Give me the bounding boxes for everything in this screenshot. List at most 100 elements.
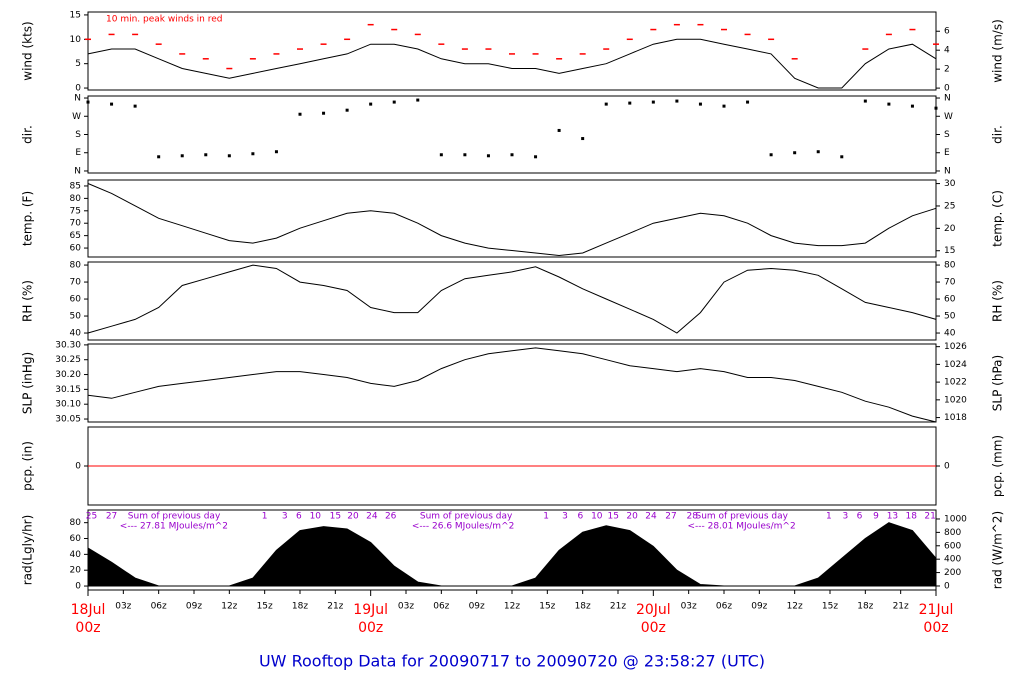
hour-label: 25 — [86, 512, 97, 522]
hour-label: 15 — [330, 512, 341, 522]
y-tick-label: 30.30 — [55, 340, 81, 350]
data-point — [626, 38, 633, 41]
data-point — [108, 33, 115, 36]
data-point — [369, 102, 373, 106]
data-point — [746, 100, 750, 104]
data-point — [933, 43, 939, 45]
y-tick-label: N — [74, 94, 81, 104]
y2-axis-label: pcp. (mm) — [991, 435, 1005, 497]
annotation: 10 min. peak winds in red — [106, 15, 223, 25]
data-point — [697, 23, 704, 26]
x-tick-label: 06z — [433, 602, 449, 612]
y-tick-label: 5 — [75, 59, 81, 69]
day-sublabel: 00z — [923, 620, 948, 636]
hour-label: 26 — [385, 512, 397, 522]
y-tick-label: 30.25 — [55, 355, 81, 365]
data-point — [769, 153, 773, 157]
data-point — [133, 104, 137, 108]
x-tick-label: 15z — [822, 602, 838, 612]
x-tick-label: 03z — [398, 602, 414, 612]
data-point — [816, 150, 820, 154]
data-point — [416, 98, 420, 102]
daily-sum-title: Sum of previous day — [128, 512, 221, 522]
data-point — [722, 104, 726, 108]
x-tick-label: 12z — [504, 602, 520, 612]
y2-tick-label: S — [944, 130, 950, 140]
hour-label: 6 — [296, 512, 302, 522]
hour-label: 10 — [310, 512, 322, 522]
day-label: 19Jul — [353, 602, 388, 618]
y2-tick-label: E — [944, 148, 950, 158]
y-tick-label: W — [72, 112, 81, 122]
hour-label: 27 — [106, 512, 117, 522]
data-point — [556, 58, 563, 60]
y2-tick-label: 60 — [944, 295, 956, 305]
y-tick-label: 70 — [70, 278, 82, 288]
hour-label: 3 — [282, 512, 288, 522]
data-point — [673, 23, 680, 26]
y2-tick-label: 80 — [944, 261, 956, 271]
hour-label: 18 — [906, 512, 918, 522]
y2-axis-label: SLP (hPa) — [991, 355, 1005, 411]
x-tick-label: 12z — [221, 602, 237, 612]
y-axis-label: dir. — [21, 125, 35, 144]
y-tick-label: 50 — [70, 312, 82, 322]
data-point — [414, 33, 421, 36]
hour-label: 9 — [873, 512, 879, 522]
data-point — [840, 155, 844, 159]
data-point — [392, 100, 396, 104]
data-point — [486, 154, 490, 158]
data-point — [532, 53, 539, 55]
y-axis-label: temp. (F) — [21, 191, 35, 246]
data-point — [698, 102, 702, 106]
data-point — [202, 58, 209, 60]
data-point — [721, 28, 727, 31]
x-tick-label: 03z — [681, 602, 697, 612]
data-point — [274, 150, 278, 154]
y2-tick-label: 15 — [944, 246, 955, 256]
hour-label: 1 — [826, 512, 832, 522]
data-point — [367, 23, 374, 26]
x-tick-label: 15z — [257, 602, 273, 612]
x-tick-label: 21z — [893, 602, 909, 612]
daily-sum-title: Sum of previous day — [695, 512, 788, 522]
data-point — [345, 108, 349, 112]
y2-axis-label: wind (m/s) — [991, 19, 1005, 83]
y2-tick-label: 70 — [944, 278, 956, 288]
y2-axis-label: dir. — [991, 125, 1005, 144]
hour-label: 6 — [857, 512, 863, 522]
panel-frame — [87, 343, 937, 423]
hour-label: 10 — [591, 512, 603, 522]
x-tick-label: 09z — [469, 602, 485, 612]
data-point — [650, 28, 657, 31]
hour-label: 20 — [626, 512, 638, 522]
data-point — [439, 153, 443, 157]
y2-tick-label: N — [944, 166, 951, 176]
data-point — [251, 152, 255, 156]
x-tick-label: 03z — [115, 602, 131, 612]
y-tick-label: 30.10 — [55, 400, 81, 410]
data-area — [87, 522, 937, 587]
y2-tick-label: 30 — [944, 179, 956, 189]
x-tick-label: 21z — [327, 602, 343, 612]
y-tick-label: 0 — [75, 582, 81, 592]
y2-tick-label: 1018 — [944, 413, 967, 423]
data-point — [297, 48, 303, 50]
data-line — [87, 38, 937, 89]
day-label: 18Jul — [71, 602, 106, 618]
y-axis-label: RH (%) — [21, 280, 35, 322]
data-point — [581, 137, 585, 141]
footer-title: UW Rooftop Data for 20090717 to 20090720… — [259, 652, 765, 671]
data-point — [110, 102, 114, 106]
day-sublabel: 00z — [358, 620, 383, 636]
data-point — [885, 33, 892, 36]
y2-tick-label: 1024 — [944, 360, 967, 370]
data-line — [87, 264, 937, 334]
data-line — [87, 347, 937, 423]
data-point — [909, 28, 916, 31]
y2-tick-label: 20 — [944, 224, 956, 234]
data-point — [510, 153, 514, 157]
y2-tick-label: W — [944, 112, 953, 122]
daily-sum-value: <--- 27.81 MJoules/m^2 — [120, 522, 228, 532]
